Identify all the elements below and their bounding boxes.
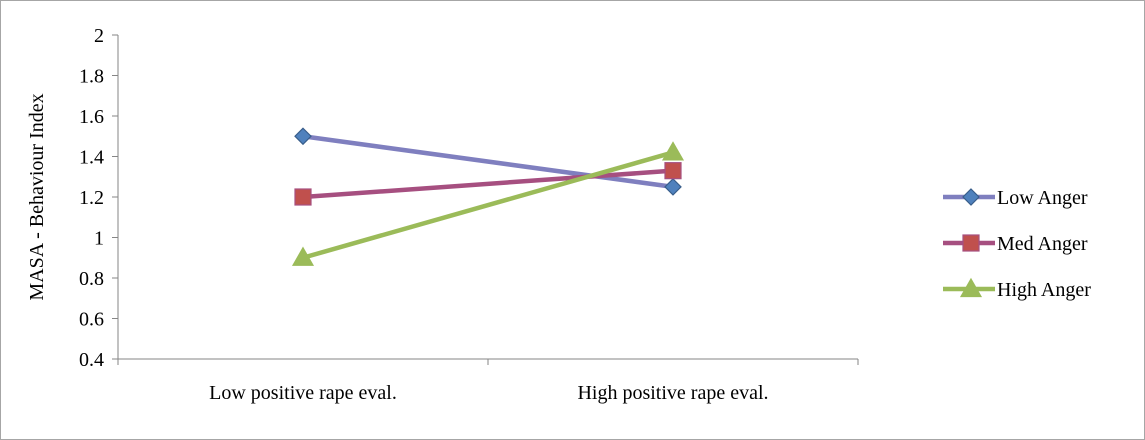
y-tick-label: 1.6 bbox=[79, 106, 104, 128]
legend: Low Anger Med Anger High Anger bbox=[943, 187, 1091, 301]
legend-marker-swatch bbox=[962, 234, 980, 252]
legend-label: Med Anger bbox=[997, 233, 1088, 255]
series-med-anger bbox=[294, 162, 682, 206]
legend-marker-swatch bbox=[959, 277, 983, 298]
y-tick-label: 1.4 bbox=[79, 147, 104, 169]
x-category-label: Low positive rape eval. bbox=[209, 382, 397, 404]
legend-item: High Anger bbox=[943, 277, 1091, 301]
y-tick-label: 0.4 bbox=[79, 349, 104, 371]
y-tick-label: 2 bbox=[94, 25, 104, 47]
data-point-marker bbox=[294, 127, 312, 146]
y-tick-label: 1.2 bbox=[79, 187, 104, 209]
data-point-marker bbox=[664, 162, 682, 180]
data-point-marker bbox=[294, 188, 312, 206]
series-line bbox=[302, 168, 674, 200]
y-tick-label: 0.6 bbox=[79, 309, 104, 331]
series-layer bbox=[291, 127, 685, 266]
x-category-label: High positive rape eval. bbox=[577, 382, 768, 404]
data-point-marker bbox=[661, 141, 685, 161]
legend-item: Med Anger bbox=[943, 233, 1088, 255]
y-tick-label: 0.8 bbox=[79, 268, 104, 290]
y-tick-label: 1.8 bbox=[79, 66, 104, 88]
series-line bbox=[302, 134, 674, 190]
y-ticks: 0.4 0.6 0.8 1 1.2 1.4 1.6 1.8 2 bbox=[79, 25, 118, 371]
series-low-anger bbox=[294, 127, 682, 196]
series-high-anger bbox=[291, 141, 685, 266]
y-axis-title: MASA - Behaviour Index bbox=[26, 93, 48, 300]
legend-label: High Anger bbox=[997, 279, 1091, 301]
legend-marker-swatch bbox=[962, 188, 980, 206]
data-point-marker bbox=[291, 246, 315, 266]
x-ticks: Low positive rape eval. High positive rap… bbox=[117, 359, 859, 404]
y-tick-label: 1 bbox=[94, 228, 104, 250]
data-point-marker bbox=[664, 178, 682, 196]
legend-item: Low Anger bbox=[943, 187, 1088, 209]
legend-label: Low Anger bbox=[997, 187, 1088, 209]
series-line bbox=[302, 150, 674, 260]
axes bbox=[117, 35, 858, 360]
